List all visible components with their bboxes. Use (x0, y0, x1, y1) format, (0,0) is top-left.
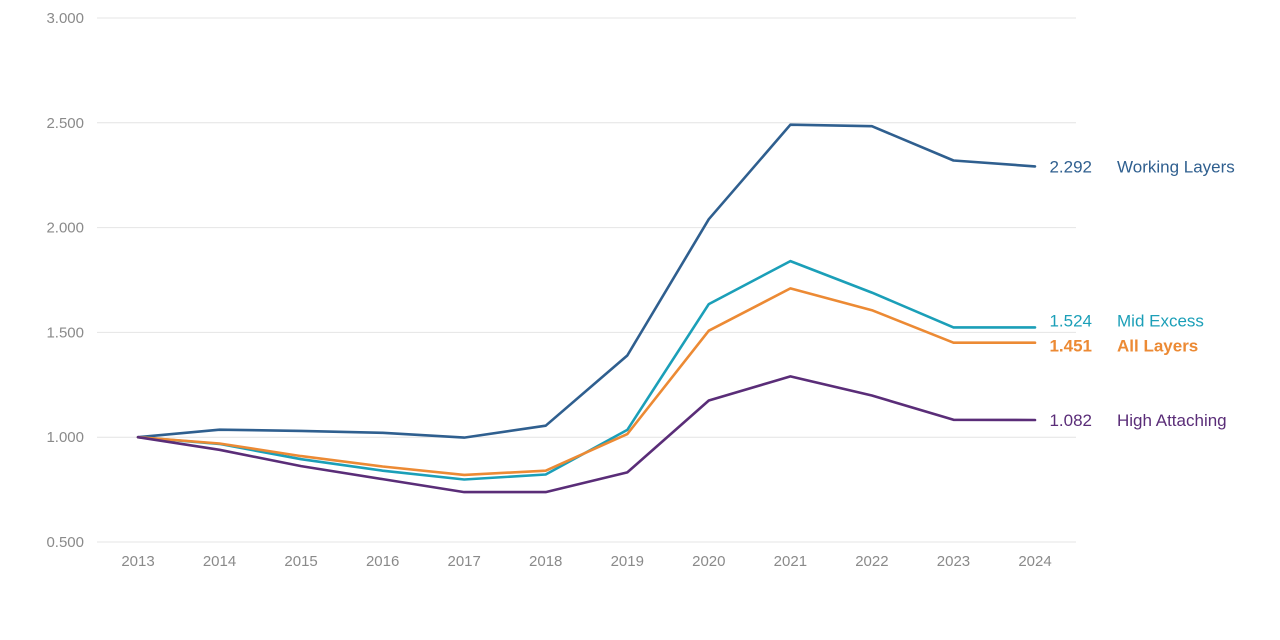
x-tick-label: 2020 (692, 553, 725, 570)
x-tick-label: 2019 (611, 553, 644, 570)
x-tick-label: 2018 (529, 553, 562, 570)
series-name-label: High Attaching (1117, 411, 1227, 430)
series-line-high-attaching (136, 375, 1037, 494)
x-tick-label: 2021 (774, 553, 807, 570)
y-axis-tick-labels: 0.500 1.000 1.500 2.000 2.500 3.000 (46, 10, 84, 551)
series-name-label: Working Layers (1117, 157, 1235, 176)
series-line-mid-excess (136, 259, 1037, 481)
y-tick-label: 2.500 (46, 115, 84, 132)
x-tick-label: 2023 (937, 553, 970, 570)
x-tick-label: 2024 (1018, 553, 1051, 570)
y-tick-label: 1.500 (46, 324, 84, 341)
series-end-value: 2.292 (1049, 157, 1092, 176)
series-lines (136, 123, 1037, 494)
gridlines (97, 17, 1076, 543)
series-name-label: Mid Excess (1117, 311, 1204, 330)
series-name-label: All Layers (1117, 337, 1198, 356)
series-end-labels: 2.292 Working Layers 1.524 Mid Excess 1.451 A… (1049, 157, 1234, 430)
y-tick-label: 2.000 (46, 220, 84, 237)
y-tick-label: 1.000 (46, 429, 84, 446)
series-end-value: 1.524 (1049, 311, 1092, 330)
x-tick-label: 2015 (284, 553, 317, 570)
x-axis-tick-labels: 2013 2014 2015 2016 2017 2018 2019 2020 2021 2022… (121, 553, 1051, 570)
series-line-all-layers (136, 287, 1037, 477)
y-tick-label: 0.500 (46, 534, 84, 551)
x-tick-label: 2017 (447, 553, 480, 570)
x-tick-label: 2022 (855, 553, 888, 570)
y-tick-label: 3.000 (46, 10, 84, 27)
series-end-value: 1.082 (1049, 411, 1092, 430)
series-end-value: 1.451 (1049, 337, 1092, 356)
series-line-working-layers (136, 123, 1037, 439)
x-tick-label: 2016 (366, 553, 399, 570)
x-tick-label: 2014 (203, 553, 236, 570)
x-tick-label: 2013 (121, 553, 154, 570)
